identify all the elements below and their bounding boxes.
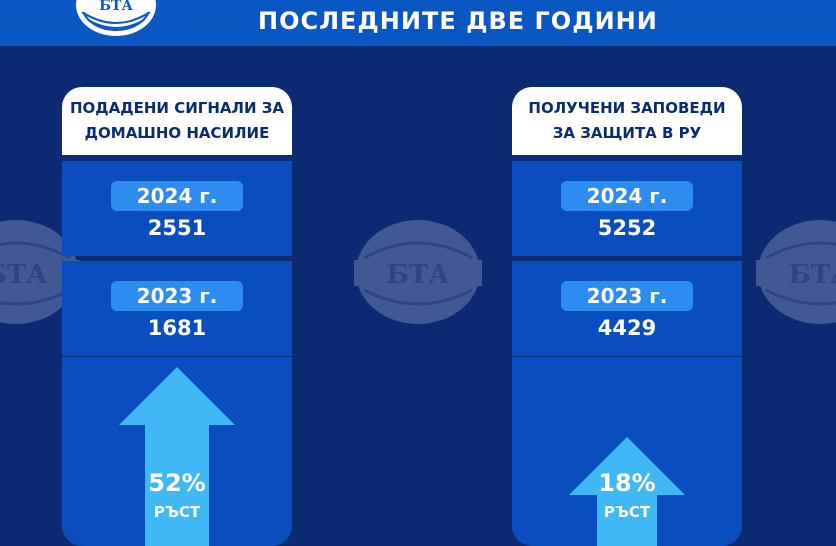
year-label: 2023 г. — [561, 281, 693, 311]
watermark-center: БТА — [354, 220, 482, 324]
logo-text: БТА — [99, 0, 133, 14]
year-block-2024: 2024 г. 5252 — [512, 161, 742, 256]
card-title-line2: ЗА ЗАЩИТА В РУ — [552, 124, 702, 142]
year-value: 5252 — [597, 216, 657, 240]
year-block-2023: 2023 г. 1681 — [62, 261, 292, 356]
growth-label: РЪСТ — [603, 503, 651, 521]
bta-logo-icon: БТА — [76, 0, 156, 36]
year-value: 2551 — [147, 216, 207, 240]
card-title: ПОЛУЧЕНИ ЗАПОВЕДИ ЗА ЗАЩИТА В РУ — [512, 87, 742, 155]
year-value: 4429 — [597, 316, 657, 340]
growth-block: 18% РЪСТ — [512, 357, 742, 546]
growth-block: 52% РЪСТ — [62, 357, 292, 546]
watermark-left: БТА — [0, 220, 80, 324]
svg-text:БТА: БТА — [387, 260, 450, 290]
svg-text:БТА: БТА — [789, 260, 836, 290]
growth-percent: 52% — [148, 469, 206, 497]
card-title-line2: ДОМАШНО НАСИЛИЕ — [84, 124, 270, 142]
arrow-up-icon — [569, 437, 685, 546]
card-title-line1: ПОДАДЕНИ СИГНАЛИ ЗА — [70, 99, 284, 117]
year-block-2023: 2023 г. 4429 — [512, 261, 742, 356]
watermark-right: БТА — [756, 220, 836, 324]
year-label: 2024 г. — [561, 181, 693, 211]
card-title: ПОДАДЕНИ СИГНАЛИ ЗА ДОМАШНО НАСИЛИЕ — [62, 87, 292, 155]
arrow-up-icon — [119, 367, 235, 546]
year-label: 2024 г. — [111, 181, 243, 211]
year-value: 1681 — [147, 316, 207, 340]
year-label: 2023 г. — [111, 281, 243, 311]
year-block-2024: 2024 г. 2551 — [62, 161, 292, 256]
svg-text:БТА: БТА — [0, 260, 47, 290]
growth-percent: 18% — [598, 469, 656, 497]
page-title: ПОСЛЕДНИТЕ ДВЕ ГОДИНИ — [258, 7, 658, 35]
growth-label: РЪСТ — [153, 503, 201, 521]
card-title-line1: ПОЛУЧЕНИ ЗАПОВЕДИ — [528, 99, 726, 117]
